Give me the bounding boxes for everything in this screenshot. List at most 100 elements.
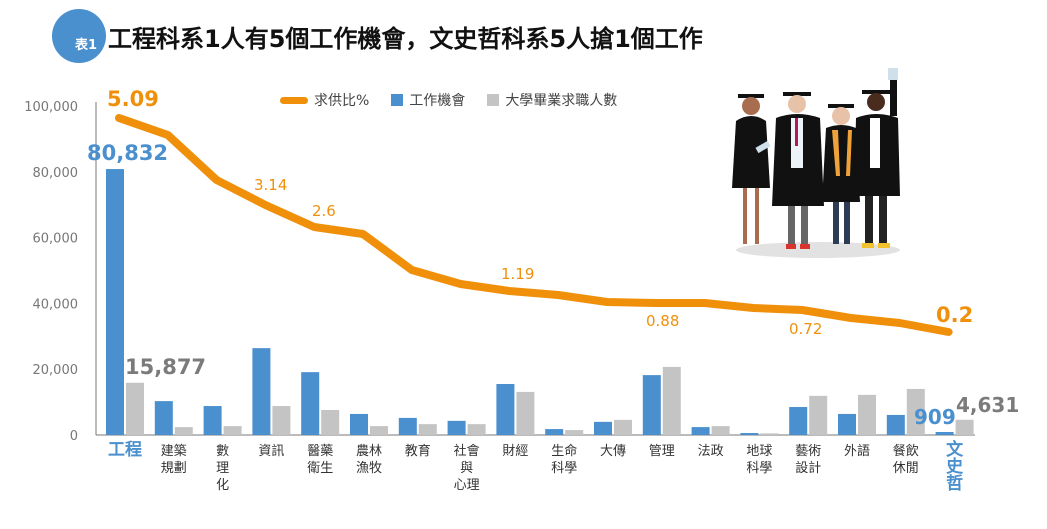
- bar-seekers: [467, 424, 486, 435]
- legend-label: 工作機會: [409, 93, 466, 109]
- x-category-label: 衛生: [307, 461, 333, 476]
- graduates-illustration-icon: [732, 68, 900, 258]
- x-category-label: 理: [216, 461, 229, 476]
- x-category-label: 外語: [844, 443, 870, 459]
- data-label: 5.09: [107, 87, 159, 111]
- bar-jobs: [642, 375, 661, 435]
- x-category-label: 心理: [454, 478, 480, 493]
- x-category-label: 醫藥: [307, 444, 333, 459]
- x-category-label: 農林: [356, 444, 382, 459]
- chart-legend: 求供比% 工作機會 大學畢業求職人數: [280, 90, 639, 110]
- table-badge: 表1: [52, 9, 106, 63]
- data-label: 0.2: [936, 303, 973, 327]
- data-label: 80,832: [87, 141, 168, 165]
- bar-seekers: [662, 366, 681, 435]
- bar-seekers: [321, 409, 340, 435]
- x-category-label: 科學: [551, 461, 577, 476]
- legend-item-ratio: 求供比%: [280, 90, 369, 110]
- data-label: 4,631: [956, 393, 1019, 417]
- bar-seekers: [272, 406, 291, 435]
- x-category-label: 與: [460, 461, 473, 476]
- bar-seekers: [418, 424, 437, 435]
- bar-jobs: [301, 372, 320, 435]
- bar-jobs: [935, 432, 954, 435]
- x-category-label: 生命: [551, 443, 577, 459]
- x-category-label: 科學: [746, 461, 772, 476]
- bar-seekers: [906, 388, 925, 435]
- data-label: 0.72: [789, 320, 822, 338]
- x-category-label: 休閒: [893, 461, 919, 476]
- bar-seekers: [126, 382, 144, 435]
- x-category-label: 社會: [454, 443, 480, 459]
- bar-jobs: [106, 169, 124, 435]
- bar-jobs: [545, 429, 564, 435]
- x-category-label: 文: [946, 439, 964, 460]
- y-tick-label: 40,000: [33, 297, 79, 312]
- y-tick-label: 80,000: [33, 166, 79, 181]
- bar-seekers: [809, 395, 828, 435]
- bar-seekers: [711, 426, 730, 435]
- data-label: 2.6: [312, 202, 336, 220]
- x-category-label: 法政: [698, 444, 724, 459]
- x-category-label: 資訊: [258, 444, 284, 459]
- bar-jobs: [740, 433, 759, 435]
- bar-jobs: [691, 427, 710, 435]
- gray-square-icon: [487, 94, 500, 106]
- bar-jobs: [789, 407, 808, 435]
- ratio-line: [115, 114, 953, 336]
- chart-title: 表1 工程科系1人有5個工作機會，文史哲科系5人搶1個工作: [52, 8, 703, 64]
- data-label: 1.19: [501, 265, 534, 283]
- y-tick-label: 20,000: [33, 363, 79, 378]
- bar-seekers: [565, 430, 584, 435]
- bar-seekers: [760, 433, 779, 435]
- x-category-label: 數: [216, 444, 229, 459]
- bar-jobs: [838, 413, 856, 435]
- line-swatch-icon: [280, 96, 308, 104]
- bar-seekers: [223, 426, 242, 435]
- legend-item-jobs: 工作機會: [391, 90, 465, 110]
- data-label: 3.14: [254, 176, 287, 194]
- bar-seekers: [370, 426, 388, 435]
- x-category-label: 史: [946, 456, 964, 477]
- x-category-label: 藝術: [795, 444, 821, 459]
- bar-seekers: [174, 427, 193, 435]
- x-category-label: 化: [216, 478, 229, 493]
- data-label: 15,877: [125, 355, 206, 379]
- data-label: 0.88: [646, 312, 679, 330]
- legend-item-seekers: 大學畢業求職人數: [487, 90, 617, 110]
- bar-jobs: [594, 421, 612, 435]
- bar-seekers: [516, 391, 535, 435]
- x-category-label: 教育: [405, 443, 431, 459]
- x-category-label: 大傳: [600, 444, 626, 459]
- x-category-label: 餐飲: [893, 443, 919, 459]
- bar-jobs: [350, 413, 368, 435]
- y-tick-label: 100,000: [24, 100, 78, 115]
- blue-square-icon: [391, 94, 404, 106]
- bar-seekers: [955, 419, 974, 435]
- y-tick-label: 60,000: [33, 232, 79, 247]
- x-category-label: 規劃: [161, 461, 187, 476]
- x-category-label: 財經: [502, 444, 528, 459]
- x-category-label: 地球: [746, 444, 772, 459]
- page-title: 工程科系1人有5個工作機會，文史哲科系5人搶1個工作: [108, 24, 703, 53]
- bar-jobs: [886, 414, 905, 435]
- bar-jobs: [252, 348, 271, 435]
- bar-jobs: [496, 384, 515, 435]
- x-category-label: 管理: [649, 444, 675, 459]
- x-category-label: 哲: [946, 473, 963, 494]
- legend-label: 求供比%: [314, 93, 370, 109]
- x-category-label: 工程: [108, 440, 142, 460]
- bar-seekers: [858, 394, 876, 435]
- bar-jobs: [203, 406, 222, 435]
- legend-label: 大學畢業求職人數: [505, 93, 618, 109]
- x-category-label: 漁牧: [356, 461, 382, 476]
- bar-jobs: [398, 417, 417, 435]
- bar-jobs: [154, 401, 173, 435]
- y-tick-label: 0: [70, 429, 78, 444]
- data-label: 909: [914, 405, 956, 429]
- x-category-label: 設計: [795, 460, 821, 476]
- bar-jobs: [447, 420, 466, 435]
- x-category-label: 建築: [161, 444, 187, 459]
- bar-seekers: [614, 419, 632, 435]
